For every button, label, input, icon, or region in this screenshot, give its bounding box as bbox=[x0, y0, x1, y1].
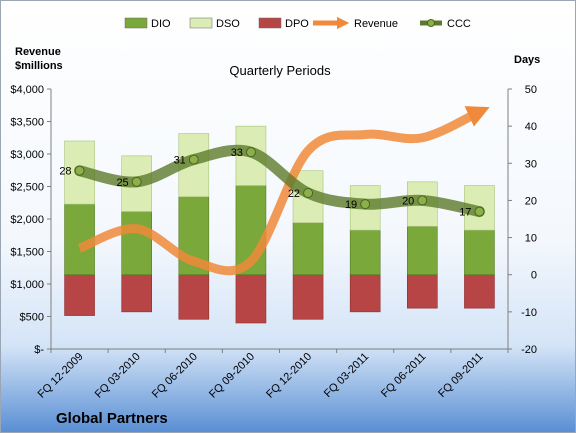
x-tick-label: FQ 12-2009 bbox=[36, 351, 86, 401]
legend-label-dpo: DPO bbox=[285, 18, 309, 30]
ccc-data-label: 28 bbox=[59, 166, 71, 178]
x-tick-label: FQ 06-2010 bbox=[150, 351, 200, 401]
bar-dpo bbox=[292, 274, 324, 320]
bar-dio bbox=[121, 211, 152, 276]
ccc-data-label: 17 bbox=[459, 207, 471, 219]
legend: DIO DSO DPO Revenue CCC bbox=[124, 16, 471, 30]
left-tick-label: $1,000 bbox=[10, 279, 44, 291]
left-tick-label: $- bbox=[34, 344, 44, 356]
x-tick-label: FQ 09-2010 bbox=[207, 351, 257, 401]
right-tick-label: 20 bbox=[525, 195, 537, 207]
ccc-data-label: 22 bbox=[288, 188, 300, 200]
bar-dpo bbox=[64, 274, 95, 316]
bar-dio bbox=[407, 226, 438, 276]
left-axis-label-line2: $millions bbox=[15, 60, 63, 72]
bar-dpo bbox=[178, 274, 210, 320]
left-tick-label: $3,000 bbox=[10, 149, 44, 161]
legend-swatch-dso bbox=[189, 17, 213, 29]
legend-marker-ccc bbox=[427, 19, 435, 27]
left-tick-label: $2,500 bbox=[10, 182, 44, 194]
right-tick-label: 50 bbox=[525, 84, 537, 96]
revenue-line bbox=[77, 106, 490, 276]
x-tick-label: FQ 12-2010 bbox=[264, 351, 314, 401]
left-tick-label: $3,500 bbox=[10, 117, 44, 129]
legend-label-revenue: Revenue bbox=[354, 18, 398, 30]
left-tick-label: $500 bbox=[20, 312, 44, 324]
ccc-point bbox=[303, 188, 314, 198]
ccc-point bbox=[245, 147, 256, 158]
x-tick-label: FQ 03-2011 bbox=[322, 351, 371, 400]
left-tick-label: $2,000 bbox=[10, 214, 44, 226]
plot-area: $- $500 $1,000 $1,500 $2,000 $2,500 $3,000 $3,5… bbox=[10, 84, 537, 401]
bar-dio bbox=[464, 229, 495, 276]
legend-swatch-dpo bbox=[258, 17, 282, 29]
ccc-point bbox=[360, 199, 371, 210]
ccc-point bbox=[417, 195, 428, 206]
legend-label-dso: DSO bbox=[216, 18, 240, 30]
bar-dpo bbox=[464, 274, 495, 309]
bar-dpo bbox=[235, 274, 267, 324]
ccc-data-label: 20 bbox=[402, 195, 414, 207]
x-tick-label: FQ 09-2011 bbox=[436, 351, 485, 400]
bar-dpo bbox=[407, 274, 438, 309]
ccc-point bbox=[131, 176, 142, 187]
left-axis-label-line1: Revenue bbox=[15, 46, 61, 58]
bar-dpo bbox=[121, 274, 152, 313]
right-tick-label: -20 bbox=[521, 344, 537, 356]
ccc-point bbox=[188, 154, 199, 165]
legend-label-dio: DIO bbox=[151, 18, 171, 30]
right-tick-label: 30 bbox=[525, 158, 537, 170]
ccc-point bbox=[474, 206, 485, 217]
bar-dio bbox=[292, 222, 324, 276]
legend-label-ccc: CCC bbox=[447, 18, 471, 30]
ccc-data-label: 19 bbox=[345, 199, 357, 211]
bar-dpo bbox=[349, 274, 381, 313]
right-tick-label: 40 bbox=[525, 121, 537, 133]
chart-title: Quarterly Periods bbox=[229, 63, 331, 78]
left-tick-label: $1,500 bbox=[10, 247, 44, 259]
x-tick-label: FQ 03-2010 bbox=[93, 351, 143, 401]
right-axis-label: Days bbox=[514, 54, 540, 66]
legend-swatch-dio bbox=[124, 17, 148, 29]
left-tick-label: $4,000 bbox=[10, 84, 44, 96]
company-name: Global Partners bbox=[56, 410, 168, 427]
right-tick-label: 10 bbox=[525, 233, 537, 245]
ccc-line bbox=[74, 144, 485, 218]
ccc-data-label: 33 bbox=[231, 147, 243, 159]
bar-dio bbox=[349, 229, 381, 276]
ccc-data-label: 31 bbox=[174, 155, 186, 167]
x-tick-label: FQ 06-2011 bbox=[379, 351, 428, 400]
right-tick-label: -10 bbox=[521, 307, 537, 319]
ccc-data-label: 25 bbox=[116, 177, 128, 189]
right-tick-label: 0 bbox=[531, 270, 537, 282]
ccc-point bbox=[74, 165, 85, 176]
